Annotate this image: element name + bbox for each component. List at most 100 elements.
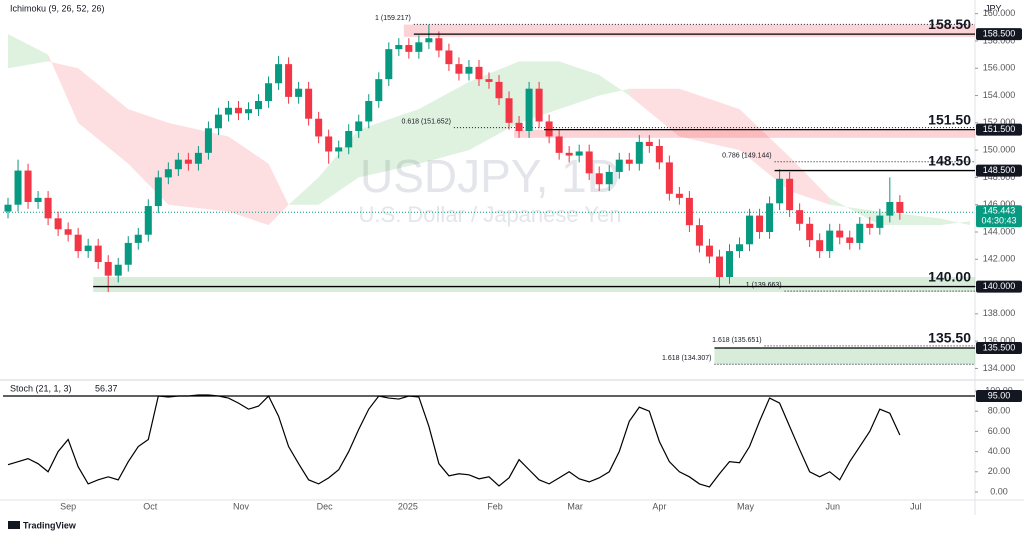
level-tag-label: 158.500 bbox=[983, 28, 1016, 38]
y-tick-label: 158.000 bbox=[983, 35, 1016, 45]
candle-body bbox=[415, 42, 423, 52]
currency-label: JPY bbox=[985, 3, 1002, 13]
ichimoku-cloud bbox=[789, 156, 830, 205]
y-tick-label: 134.000 bbox=[983, 363, 1016, 373]
y-tick-label: 152.000 bbox=[983, 117, 1016, 127]
candle-body bbox=[54, 218, 62, 230]
level-tag bbox=[976, 28, 1022, 41]
candle-body bbox=[275, 64, 283, 84]
y-tick-label: 20.00 bbox=[988, 466, 1011, 476]
candle-body bbox=[265, 83, 273, 101]
candle-body bbox=[34, 197, 42, 202]
level-tag bbox=[976, 341, 1022, 354]
candle-body bbox=[144, 206, 152, 235]
x-tick-label: Apr bbox=[652, 501, 666, 511]
x-tick-label: Mar bbox=[567, 501, 583, 511]
candle-body bbox=[94, 245, 102, 263]
y-tick-label: 146.000 bbox=[983, 199, 1016, 209]
candle-body bbox=[124, 242, 132, 265]
last-price-tag bbox=[976, 205, 1022, 228]
watermark-title: USDJPY, 1D bbox=[360, 150, 620, 202]
candle-body bbox=[796, 210, 804, 224]
y-tick-label: 156.000 bbox=[983, 63, 1016, 73]
stoch-level-tag-label: 95.00 bbox=[988, 390, 1011, 400]
candle-body bbox=[164, 169, 172, 178]
candle-body bbox=[475, 66, 483, 80]
y-tick-label: 0.00 bbox=[990, 486, 1008, 496]
brand-logo bbox=[8, 521, 20, 529]
candle-body bbox=[395, 45, 403, 50]
candle-body bbox=[485, 79, 493, 82]
candle-body bbox=[104, 262, 112, 276]
y-tick-label: 142.000 bbox=[983, 254, 1016, 264]
stoch-level-tag bbox=[976, 390, 1022, 403]
ichimoku-cloud bbox=[939, 218, 970, 226]
ichimoku-cloud bbox=[358, 109, 419, 178]
candle-body bbox=[846, 237, 854, 243]
candle-body bbox=[375, 79, 383, 101]
fib-label: 1 (139.663) bbox=[746, 282, 782, 289]
candle-body bbox=[876, 215, 884, 228]
zone bbox=[714, 347, 975, 365]
level-label: 158.50 bbox=[928, 16, 971, 32]
ichimoku-cloud bbox=[679, 88, 740, 151]
candle-body bbox=[154, 177, 162, 207]
candle-body bbox=[615, 159, 623, 172]
candle-body bbox=[525, 88, 533, 132]
candle-body bbox=[74, 234, 82, 252]
ichimoku-cloud bbox=[228, 136, 269, 226]
y-tick-label: 148.000 bbox=[983, 172, 1016, 182]
candle-body bbox=[255, 100, 263, 110]
x-tick-label: May bbox=[737, 501, 755, 511]
candle-body bbox=[445, 50, 453, 65]
candle-body bbox=[685, 197, 693, 226]
x-tick-label: Oct bbox=[143, 501, 158, 511]
candle-body bbox=[114, 264, 122, 276]
level-label: 151.50 bbox=[928, 111, 971, 127]
candle-body bbox=[816, 240, 824, 252]
y-tick-label: 150.000 bbox=[983, 144, 1016, 154]
candle-body bbox=[385, 49, 393, 80]
candle-body bbox=[174, 159, 182, 170]
candle-body bbox=[535, 88, 543, 122]
fib-label: 0.786 (149.144) bbox=[722, 153, 771, 160]
level-tag bbox=[976, 164, 1022, 177]
zone bbox=[514, 129, 975, 138]
candle-body bbox=[315, 118, 323, 137]
candle-body bbox=[806, 223, 814, 241]
candle-body bbox=[665, 162, 673, 194]
y-tick-label: 40.00 bbox=[988, 446, 1011, 456]
watermark-subtitle: U.S. Dollar / Japanese Yen bbox=[359, 202, 622, 227]
ichimoku-cloud bbox=[629, 88, 680, 137]
candle-body bbox=[405, 45, 413, 52]
fib-label: 1.618 (134.307) bbox=[662, 355, 711, 362]
candle-body bbox=[856, 223, 864, 243]
candle-body bbox=[756, 215, 764, 232]
candle-body bbox=[655, 146, 663, 163]
candle-body bbox=[355, 121, 363, 132]
candle-body bbox=[234, 107, 242, 114]
level-tag-label: 151.500 bbox=[983, 124, 1016, 134]
zone bbox=[93, 277, 976, 293]
x-tick-label: Nov bbox=[233, 501, 250, 511]
zone bbox=[403, 24, 976, 37]
candle-body bbox=[746, 215, 754, 245]
candle-body bbox=[365, 100, 373, 122]
brand: TradingView bbox=[8, 520, 77, 530]
candle-body bbox=[84, 245, 92, 252]
x-tick-label: Feb bbox=[487, 501, 503, 511]
x-tick-label: 2025 bbox=[398, 501, 418, 511]
level-tag bbox=[976, 123, 1022, 136]
candle-body bbox=[14, 170, 22, 205]
y-tick-label: 80.00 bbox=[988, 406, 1011, 416]
stoch-label: Stoch (21, 1, 3) bbox=[10, 383, 72, 393]
candle-body bbox=[64, 229, 72, 235]
candle-body bbox=[545, 121, 553, 137]
candle-body bbox=[675, 193, 683, 198]
candle-body bbox=[224, 107, 232, 115]
y-tick-label: 60.00 bbox=[988, 426, 1011, 436]
candle-body bbox=[505, 98, 513, 123]
candle-body bbox=[244, 109, 253, 114]
brand-text: TradingView bbox=[23, 520, 77, 530]
